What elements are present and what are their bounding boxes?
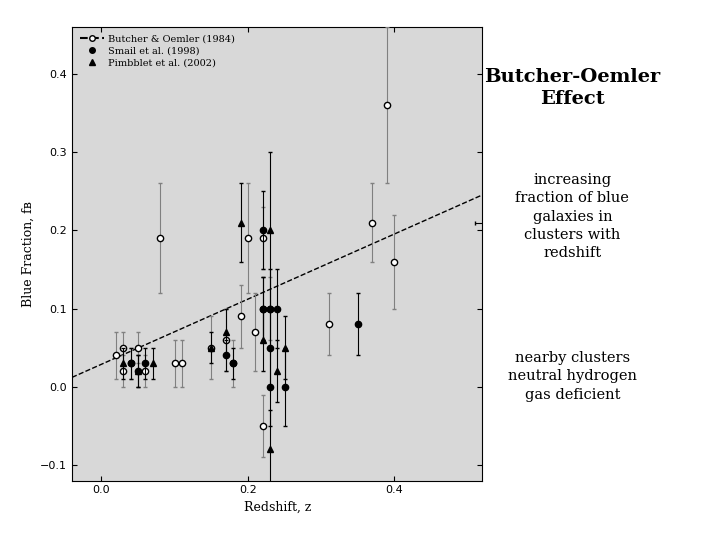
Y-axis label: Blue Fraction, fʙ: Blue Fraction, fʙ (22, 201, 35, 307)
Text: increasing
fraction of blue
galaxies in
clusters with
redshift: increasing fraction of blue galaxies in … (516, 173, 629, 260)
X-axis label: Redshift, z: Redshift, z (243, 501, 311, 514)
Legend: Butcher & Oemler (1984), Smail et al. (1998), Pimbblet et al. (2002): Butcher & Oemler (1984), Smail et al. (1… (77, 32, 238, 71)
Text: nearby clusters
neutral hydrogen
gas deficient: nearby clusters neutral hydrogen gas def… (508, 351, 637, 402)
Text: Butcher-Oemler
Effect: Butcher-Oemler Effect (485, 68, 660, 107)
